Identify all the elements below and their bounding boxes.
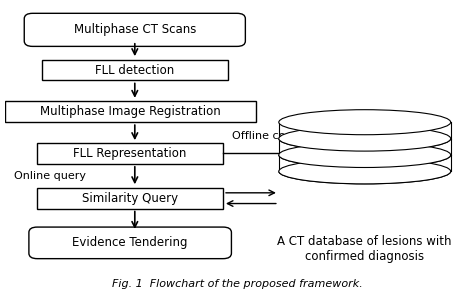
FancyBboxPatch shape (5, 101, 255, 122)
Text: Similarity Query: Similarity Query (82, 192, 178, 205)
FancyBboxPatch shape (37, 188, 223, 209)
Text: Fig. 1  Flowchart of the proposed framework.: Fig. 1 Flowchart of the proposed framewo… (111, 279, 363, 289)
Text: Online query: Online query (14, 171, 86, 181)
Text: FLL detection: FLL detection (95, 64, 174, 77)
Text: Multiphase Image Registration: Multiphase Image Registration (40, 105, 220, 118)
Text: Evidence Tendering: Evidence Tendering (73, 237, 188, 249)
FancyBboxPatch shape (37, 143, 223, 164)
Ellipse shape (279, 143, 451, 168)
Ellipse shape (279, 110, 451, 135)
Text: FLL Representation: FLL Representation (73, 147, 187, 160)
FancyBboxPatch shape (29, 227, 231, 259)
Text: Multiphase CT Scans: Multiphase CT Scans (73, 23, 196, 36)
Ellipse shape (279, 159, 451, 184)
FancyBboxPatch shape (24, 13, 246, 47)
FancyBboxPatch shape (42, 60, 228, 81)
Text: A CT database of lesions with
confirmed diagnosis: A CT database of lesions with confirmed … (277, 235, 452, 263)
Text: Offline construct database: Offline construct database (232, 131, 381, 141)
Ellipse shape (279, 126, 451, 151)
